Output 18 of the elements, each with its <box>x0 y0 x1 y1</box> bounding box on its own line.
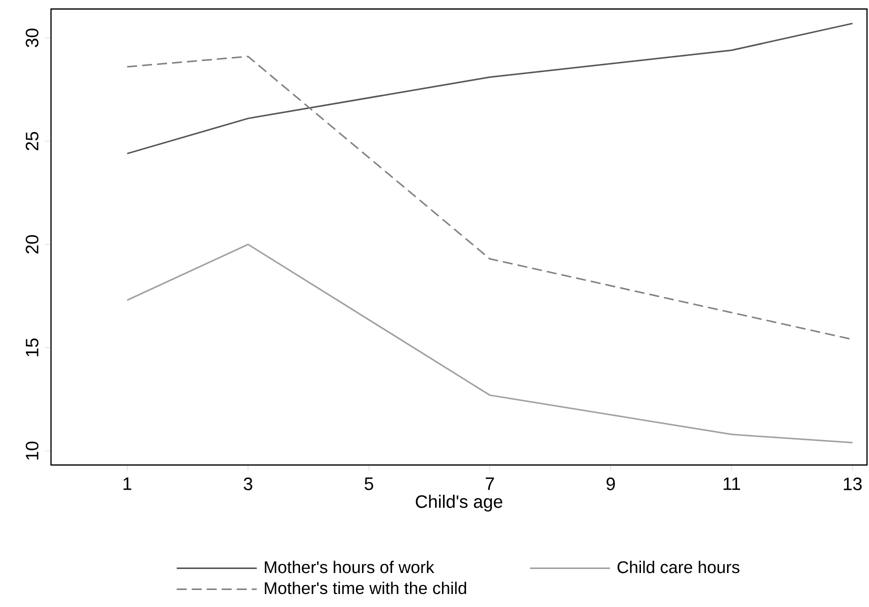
x-tick-label: 5 <box>364 478 374 490</box>
x-tick-label: 7 <box>486 478 494 490</box>
x-tick-label: 3 <box>244 478 252 490</box>
x-tick-label: 9 <box>606 478 615 490</box>
x-tick-label: 13 <box>844 478 862 490</box>
x-tick-label: 11 <box>724 478 740 490</box>
legend-label: Mother's hours of work <box>264 560 434 574</box>
line-series <box>126 22 854 154</box>
legend-label: Mother's time with the child <box>264 582 466 594</box>
y-tick-label: 10 <box>26 442 38 460</box>
legend-label: Child care hours <box>618 560 740 574</box>
line-series <box>126 244 854 444</box>
y-tick-label: 15 <box>26 338 38 356</box>
x-axis-title: Child's age <box>416 494 502 512</box>
y-tick-label: 30 <box>26 28 38 48</box>
y-tick-label: 20 <box>26 235 38 254</box>
x-tick-label: 1 <box>124 478 132 490</box>
y-tick-label: 25 <box>26 132 38 150</box>
